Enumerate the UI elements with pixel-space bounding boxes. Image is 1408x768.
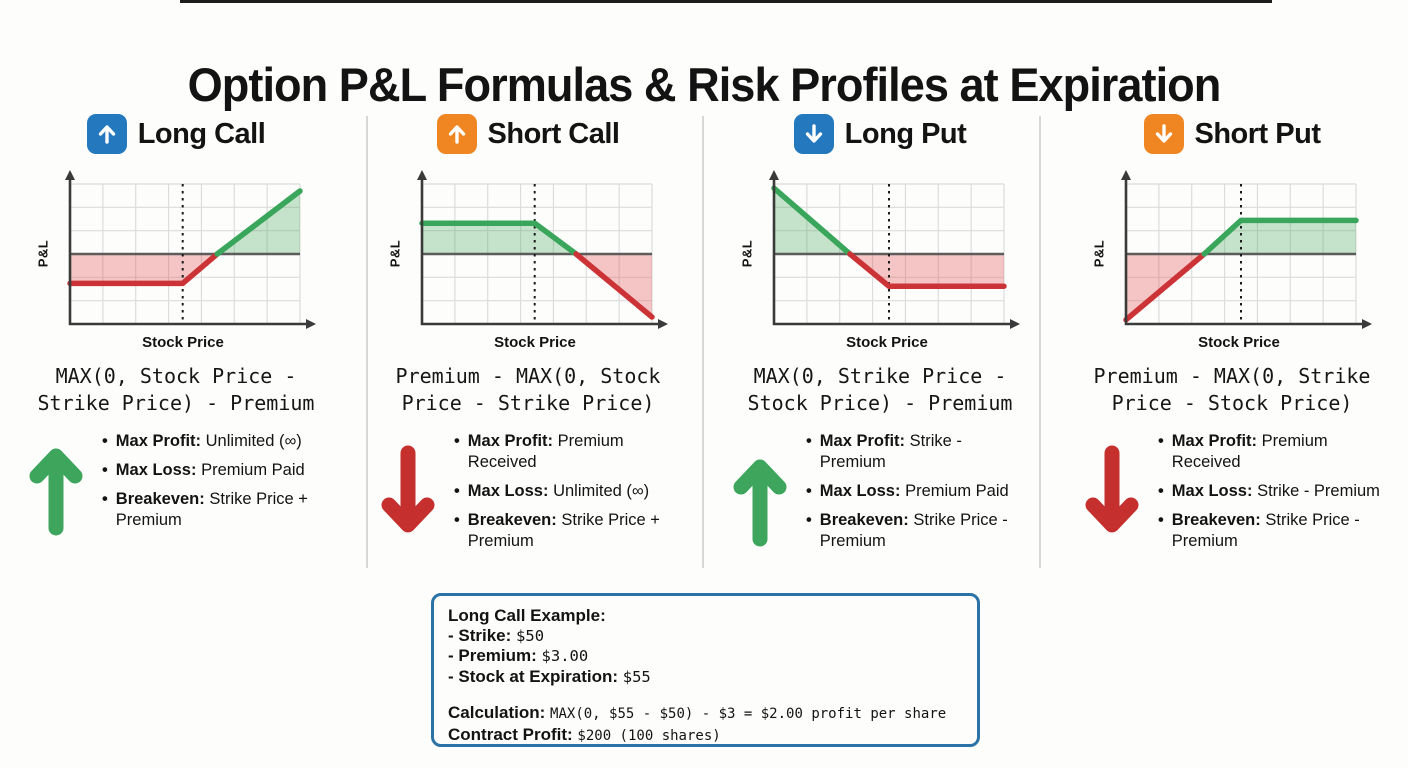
y-axis-label: P&L <box>1091 239 1107 267</box>
bullet-icon: • <box>102 490 108 508</box>
list-item: • Breakeven: Strike Price - Premium <box>1158 511 1360 550</box>
column-divider <box>366 116 368 568</box>
example-premium: - Premium: $3.00 <box>448 646 589 665</box>
column-divider <box>702 116 704 568</box>
formula-line: Price - Stock Price) <box>1111 391 1353 415</box>
formula-line: Price - Strike Price) <box>401 391 655 415</box>
panel-long-call: Long Call P&L Stock Price MAX(0, Stock P… <box>0 106 352 560</box>
panel-title: Short Call <box>487 117 620 150</box>
bullet-icon: • <box>806 511 812 529</box>
bullet-icon: • <box>806 432 812 450</box>
y-axis-label: P&L <box>387 239 403 267</box>
panel-header: Long Call <box>86 110 266 158</box>
example-stock-at-expiration: - Stock at Expiration: $55 <box>448 666 651 686</box>
x-axis-label: Stock Price <box>1198 334 1280 351</box>
profit-direction-up-icon <box>26 433 86 537</box>
list-item: • Max Loss: Strike - Premium <box>1158 482 1380 500</box>
y-axis-label: P&L <box>35 239 51 267</box>
x-axis-label: Stock Price <box>494 334 576 351</box>
list-item: • Max Loss: Unlimited (∞) <box>454 482 650 500</box>
formula-line: Stock Price) - Premium <box>747 391 1013 415</box>
panel-header: Short Put <box>1143 110 1322 158</box>
example-contract-profit: Contract Profit: $200 (100 shares) <box>448 724 721 744</box>
payoff-chart-canvas <box>1108 168 1374 338</box>
panel-long-put: Long Put P&L Stock Price MAX(0, Strike P… <box>704 106 1056 560</box>
panel-title: Short Put <box>1194 117 1322 150</box>
payoff-chart-canvas <box>52 168 318 338</box>
list-item: • Max Profit: Premium Received <box>1158 432 1328 471</box>
list-item: • Breakeven: Strike Price - Premium <box>806 511 1008 550</box>
bullet-icon: • <box>1158 511 1164 529</box>
y-axis-label: P&L <box>739 239 755 267</box>
list-item: • Breakeven: Strike Price + Premium <box>454 511 660 550</box>
list-item: • Breakeven: Strike Price + Premium <box>102 490 308 529</box>
formula-line: MAX(0, Stock Price - <box>55 364 297 388</box>
panel-header: Short Call <box>436 110 620 158</box>
bullet-icon: • <box>1158 482 1164 500</box>
list-item: • Max Profit: Strike - Premium <box>806 432 962 471</box>
profit-direction-up-icon <box>730 444 790 548</box>
formula-line: MAX(0, Strike Price - <box>753 364 1007 388</box>
down-arrow-badge-icon <box>793 114 834 154</box>
payoff-chart: P&L <box>738 168 1022 338</box>
payoff-chart: P&L <box>34 168 318 338</box>
example-title: Long Call Example: <box>448 606 606 625</box>
panel-title: Long Put <box>844 117 967 150</box>
panel-short-call: Short Call P&L Stock Price Premium - MAX… <box>352 106 704 560</box>
bullet-icon: • <box>454 482 460 500</box>
example-strike: - Strike: $50 <box>448 625 545 645</box>
bullet-icon: • <box>454 511 460 529</box>
stats-list: • Max Profit: Strike - Premium • Max Loss:… <box>806 431 1030 560</box>
list-item: • Max Profit: Premium Received <box>454 432 624 471</box>
bullet-icon: • <box>1158 432 1164 450</box>
pnl-formula: MAX(0, Stock Price - Strike Price) - Pre… <box>38 363 315 417</box>
formula-line: Strike Price) - Premium <box>37 391 315 415</box>
payoff-chart-canvas <box>404 168 670 338</box>
list-item: • Max Loss: Premium Paid <box>806 482 1009 500</box>
formula-line: Premium - MAX(0, Strike <box>1093 364 1371 388</box>
payoff-chart: P&L <box>386 168 670 338</box>
stats-list: • Max Profit: Premium Received • Max Loss:… <box>1158 431 1382 560</box>
formula-line: Premium - MAX(0, Stock <box>395 364 661 388</box>
stats-list: • Max Profit: Unlimited (∞) • Max Loss: Pr… <box>102 431 326 539</box>
pnl-formula: MAX(0, Strike Price - Stock Price) - Pre… <box>748 363 1013 417</box>
bullet-icon: • <box>102 432 108 450</box>
x-axis-label: Stock Price <box>846 334 928 351</box>
bullet-icon: • <box>806 482 812 500</box>
panel-header: Long Put <box>793 110 967 158</box>
payoff-chart: P&L <box>1090 168 1374 338</box>
x-axis-label: Stock Price <box>142 334 224 351</box>
panel-title: Long Call <box>137 117 266 150</box>
column-divider <box>1039 116 1041 568</box>
bullet-icon: • <box>454 432 460 450</box>
pnl-formula: Premium - MAX(0, Stock Price - Strike Pr… <box>396 363 661 417</box>
profit-direction-down-icon <box>378 444 438 548</box>
up-arrow-badge-icon <box>86 114 127 154</box>
example-calculation: Calculation: MAX(0, $55 - $50) - $3 = $2… <box>448 703 947 722</box>
info-row: • Max Profit: Premium Received • Max Loss:… <box>367 431 689 560</box>
payoff-chart-canvas <box>756 168 1022 338</box>
panels-row: Long Call P&L Stock Price MAX(0, Stock P… <box>0 106 1408 560</box>
info-row: • Max Profit: Unlimited (∞) • Max Loss: Pr… <box>15 431 337 539</box>
stats-list: • Max Profit: Premium Received • Max Loss:… <box>454 431 678 560</box>
info-row: • Max Profit: Strike - Premium • Max Loss:… <box>719 431 1041 560</box>
list-item: • Max Profit: Unlimited (∞) <box>102 432 302 450</box>
page-title: Option P&L Formulas & Risk Profiles at E… <box>187 58 1222 112</box>
decorative-top-bar <box>180 0 1272 3</box>
panel-short-put: Short Put P&L Stock Price Premium - MAX(… <box>1056 106 1408 560</box>
info-row: • Max Profit: Premium Received • Max Loss:… <box>1071 431 1393 560</box>
bullet-icon: • <box>102 461 108 479</box>
list-item: • Max Loss: Premium Paid <box>102 461 305 479</box>
pnl-formula: Premium - MAX(0, Strike Price - Stock Pr… <box>1094 363 1371 417</box>
down-arrow-badge-icon <box>1143 114 1184 154</box>
long-call-example-box: Long Call Example: - Strike: $50 - Premi… <box>431 593 980 747</box>
up-arrow-badge-icon <box>436 114 477 154</box>
profit-direction-down-icon <box>1082 444 1142 548</box>
